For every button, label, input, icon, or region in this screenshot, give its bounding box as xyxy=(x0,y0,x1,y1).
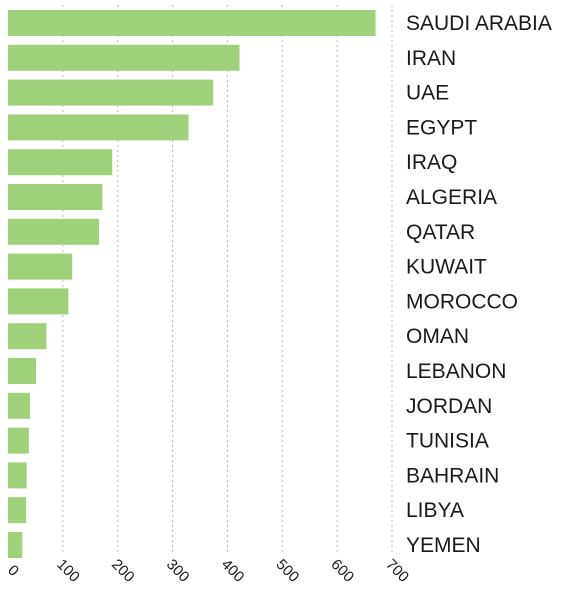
x-tick-label: 600 xyxy=(327,556,357,586)
category-label: TUNISIA xyxy=(406,430,489,453)
category-label: ALGERIA xyxy=(406,186,497,209)
category-label: LIBYA xyxy=(406,499,464,522)
bar-saudi-arabia xyxy=(8,10,376,36)
bar-lebanon xyxy=(8,358,36,384)
bar-qatar xyxy=(8,218,100,245)
category-label: YEMEN xyxy=(406,534,481,557)
category-label: UAE xyxy=(406,82,449,105)
category-label: BAHRAIN xyxy=(406,464,499,487)
x-tick-label: 200 xyxy=(108,556,138,586)
bar-oman xyxy=(8,323,47,350)
x-tick-label: 300 xyxy=(163,556,193,586)
category-label: QATAR xyxy=(406,221,475,244)
x-tick-label: 700 xyxy=(382,556,412,586)
x-tick-label: 400 xyxy=(218,556,248,586)
bar-bahrain xyxy=(8,462,27,489)
category-label: IRAN xyxy=(406,47,456,70)
bar-uae xyxy=(8,79,214,106)
bar-libya xyxy=(8,497,27,524)
category-label: IRAQ xyxy=(406,151,457,174)
bar-morocco xyxy=(8,288,69,315)
bar-yemen xyxy=(8,532,23,558)
category-label: MOROCCO xyxy=(406,290,518,313)
x-tick-label: 100 xyxy=(53,556,83,586)
category-label: LEBANON xyxy=(406,360,506,383)
bar-iran xyxy=(8,44,240,71)
category-label: EGYPT xyxy=(406,116,477,139)
category-label: KUWAIT xyxy=(406,256,487,279)
bars xyxy=(8,10,376,558)
x-tick-label: 500 xyxy=(273,556,303,586)
bar-tunisia xyxy=(8,427,29,454)
x-axis-tick-labels: 0 100 200 300 400 500 600 700 xyxy=(4,556,412,586)
bar-kuwait xyxy=(8,253,73,280)
bar-jordan xyxy=(8,392,30,419)
category-label: SAUDI ARABIA xyxy=(406,12,552,35)
x-tick-label: 0 xyxy=(4,562,22,580)
category-label: OMAN xyxy=(406,325,469,348)
bar-algeria xyxy=(8,184,103,210)
bar-iraq xyxy=(8,149,113,176)
bar-egypt xyxy=(8,114,189,141)
category-label: JORDAN xyxy=(406,395,492,418)
category-labels: SAUDI ARABIA IRAN UAE EGYPT IRAQ ALGERIA QATAR… xyxy=(406,12,552,557)
